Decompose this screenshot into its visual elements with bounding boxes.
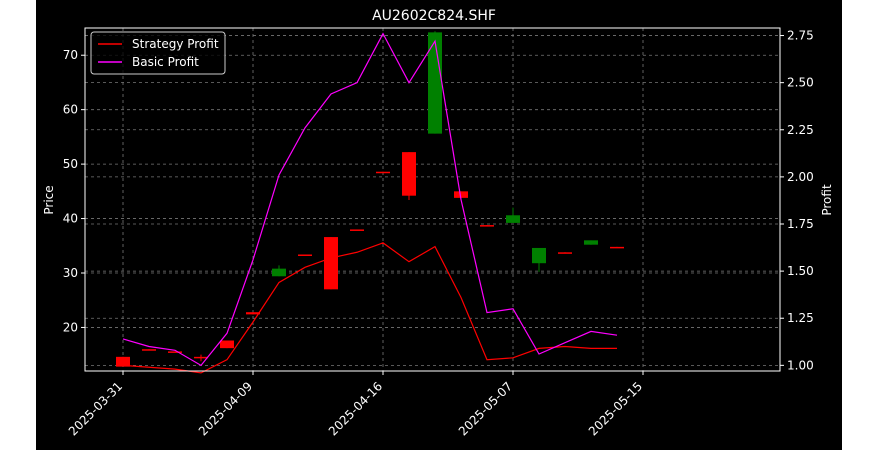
legend-label-strategy: Strategy Profit [132,37,219,51]
x-axis: 2025-03-31 2025-04-09 2025-04-16 2025-05-07… [66,371,645,438]
x-tick-label-4: 2025-05-15 [586,379,645,438]
x-tick-label-3: 2025-05-07 [456,379,515,438]
plot-frame [84,27,781,372]
candle-body-8 [324,237,338,290]
right-tick-label-0: 1.00 [787,358,814,372]
left-tick-label-2: 40 [63,212,78,226]
left-axis-label: Price [42,185,56,214]
candle-body-17 [558,252,572,254]
candle-body-5 [246,312,260,315]
legend: Strategy Profit Basic Profit [90,31,226,75]
candle-body-6 [272,268,286,277]
candle-body-15 [506,215,520,223]
candle-body-16 [532,247,546,264]
left-tick-label-3: 50 [63,157,78,171]
basic-profit-line [122,32,618,367]
candle-body-12 [428,32,442,134]
candle-body-9 [350,229,364,231]
right-tick-label-3: 1.75 [787,217,814,231]
candle-body-1 [142,349,156,351]
candle-body-7 [298,254,312,256]
right-tick-label-5: 2.25 [787,123,814,137]
left-tick-label-4: 60 [63,103,78,117]
legend-label-basic: Basic Profit [132,55,199,69]
candle-body-13 [454,191,468,198]
right-tick-label-6: 2.50 [787,76,814,90]
candle-body-11 [402,152,416,196]
candle-body-14 [480,225,494,227]
profit-lines-layer [122,32,618,374]
candle-body-19 [610,246,624,249]
x-tick-label-0: 2025-03-31 [66,379,125,438]
candle-body-0 [116,356,130,367]
left-tick-label-0: 20 [63,320,78,334]
right-tick-label-4: 2.00 [787,170,814,184]
right-tick-label-7: 2.75 [787,29,814,43]
legend-box [90,31,226,75]
right-tick-label-1: 1.25 [787,311,814,325]
candle-body-18 [584,240,598,245]
candle-body-4 [220,340,234,349]
left-tick-label-1: 30 [63,266,78,280]
right-tick-label-2: 1.50 [787,264,814,278]
candle-body-3 [194,356,208,359]
candles-layer [116,31,624,367]
left-axis: 20 30 40 50 60 70 [63,48,85,334]
x-tick-label-1: 2025-04-09 [196,379,255,438]
candle-body-2 [168,351,182,353]
candle-body-10 [376,171,390,174]
right-axis-label: Profit [820,184,834,216]
left-tick-label-5: 70 [63,48,78,62]
chart-title: AU2602C824.SHF [372,8,496,24]
right-axis: 1.00 1.25 1.50 1.75 2.00 2.25 2.50 2.75 [780,29,814,372]
chart-figure: AU2602C824.SHF 20 30 40 50 60 70 1.00 1.25 1.50… [36,0,842,450]
chart-svg: AU2602C824.SHF 20 30 40 50 60 70 1.00 1.25 1.50… [42,8,834,438]
x-tick-label-2: 2025-04-16 [326,379,385,438]
